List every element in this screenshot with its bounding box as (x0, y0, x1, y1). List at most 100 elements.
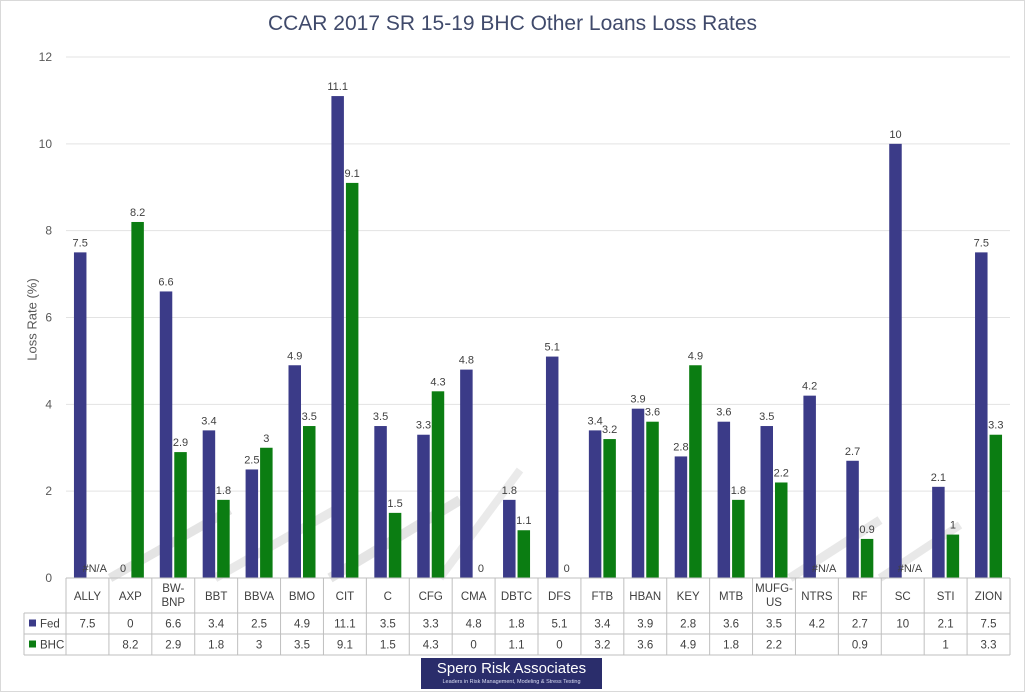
bar-bhc (174, 452, 187, 578)
data-label: 2.2 (774, 467, 789, 479)
data-label: 3.9 (630, 394, 645, 406)
data-label: 7.5 (73, 237, 88, 249)
x-tick-label: MUFG-US (755, 583, 793, 609)
data-label: 0 (120, 563, 126, 575)
bar-bhc (603, 439, 616, 578)
bar-fed (73, 252, 87, 578)
bar-fed (846, 460, 859, 578)
watermark-streaks (107, 467, 963, 583)
bar-bhc (946, 534, 960, 578)
data-label: 3.5 (302, 411, 317, 423)
data-label: 2.8 (673, 441, 688, 453)
data-label: 4.9 (287, 350, 302, 362)
bar-bhc (646, 421, 659, 578)
bar-fed (631, 408, 645, 578)
table-cell: 3.9 (637, 619, 653, 631)
x-tick-label: BBVA (244, 591, 274, 603)
table-cell: 3.5 (294, 640, 310, 652)
logo-name: Spero Risk Associates (436, 660, 587, 677)
bar-fed (760, 426, 773, 578)
bar-fed (503, 499, 516, 578)
x-tick-label: DBTC (501, 591, 532, 603)
data-label: 9.1 (345, 168, 360, 180)
data-label: 4.9 (688, 350, 703, 362)
data-label: 3.3 (988, 420, 1003, 432)
x-tick-label: AXP (119, 591, 142, 603)
data-label: 2.9 (173, 437, 188, 449)
bar-fed (202, 430, 216, 578)
bar-fed (159, 291, 173, 578)
legend-label-bhc: BHC (40, 640, 64, 652)
x-tick-label: RF (852, 591, 867, 603)
table-cell: 3.3 (423, 619, 439, 631)
bar-fed (460, 369, 473, 578)
table-cell: 3.2 (594, 640, 610, 652)
data-label: 10 (889, 129, 901, 141)
table-cell: 3.5 (380, 619, 396, 631)
data-label: #N/A (812, 563, 837, 575)
bar-fed (331, 96, 344, 578)
legend-swatch-bhc (29, 640, 36, 648)
x-tick-label: CFG (419, 591, 443, 603)
table-cell: 0.9 (852, 640, 868, 652)
table-cell: 7.5 (981, 619, 997, 631)
data-label: 1.1 (516, 515, 531, 527)
data-label: 3 (263, 433, 269, 445)
table-cell: 0 (556, 640, 562, 652)
x-tick-label: NTRS (801, 591, 833, 603)
data-label: 2.5 (244, 454, 259, 466)
logo-tagline: Leaders in Risk Management, Modeling & S… (442, 679, 581, 685)
x-tick-label: DFS (548, 591, 571, 603)
data-label: 3.3 (416, 420, 431, 432)
bar-bhc (775, 482, 788, 578)
table-cell: 2.7 (852, 619, 868, 631)
x-tick-label: CIT (336, 591, 355, 603)
bar-fed (588, 430, 602, 578)
bar-bhc (860, 538, 874, 578)
table-cell: 4.3 (423, 640, 439, 652)
bar-fed (889, 143, 902, 579)
x-tick-label: STI (937, 591, 955, 603)
data-label: 11.1 (327, 81, 348, 93)
y-tick-label: 8 (45, 224, 52, 238)
table-cell: 4.8 (466, 619, 482, 631)
table-cell: 6.6 (165, 619, 181, 631)
data-label: 2.7 (845, 446, 860, 458)
bar-bhc (689, 365, 702, 578)
data-label: 5.1 (545, 342, 560, 354)
x-tick-label: BMO (289, 591, 315, 603)
data-label: 1 (950, 520, 956, 532)
table-cell: 3.3 (981, 640, 997, 652)
bar-fed (245, 469, 259, 578)
y-tick-label: 6 (45, 311, 52, 325)
table-cell: 3 (256, 640, 262, 652)
data-label: 3.2 (602, 424, 617, 436)
table-cell: 2.9 (165, 640, 181, 652)
table-cell: 2.8 (680, 619, 696, 631)
bar-fed (717, 421, 731, 578)
table-cell: 1 (942, 640, 948, 652)
table-cell: 2.5 (251, 619, 267, 631)
data-label: 6.6 (158, 276, 173, 288)
bar-bhc (217, 499, 230, 578)
table-cell: 9.1 (337, 640, 353, 652)
x-tick-label: SC (895, 591, 911, 603)
data-label: 3.5 (373, 411, 388, 423)
bar-fed (545, 356, 559, 578)
x-tick-label: MTB (719, 591, 744, 603)
table-cell: 7.5 (79, 619, 95, 631)
bar-bhc (131, 221, 144, 578)
data-label: 0 (478, 563, 484, 575)
y-tick-label: 4 (45, 397, 52, 411)
table-cell: 1.8 (509, 619, 525, 631)
y-tick-label: 10 (39, 137, 53, 151)
table-cell: 3.6 (637, 640, 653, 652)
data-label: 0.9 (859, 524, 874, 536)
bar-bhc (989, 434, 1003, 578)
table-cell: 1.8 (208, 640, 224, 652)
x-tick-label: KEY (677, 591, 700, 603)
x-tick-label: ZION (975, 591, 1002, 603)
y-tick-label: 12 (39, 50, 53, 64)
data-label: 3.4 (587, 415, 602, 427)
